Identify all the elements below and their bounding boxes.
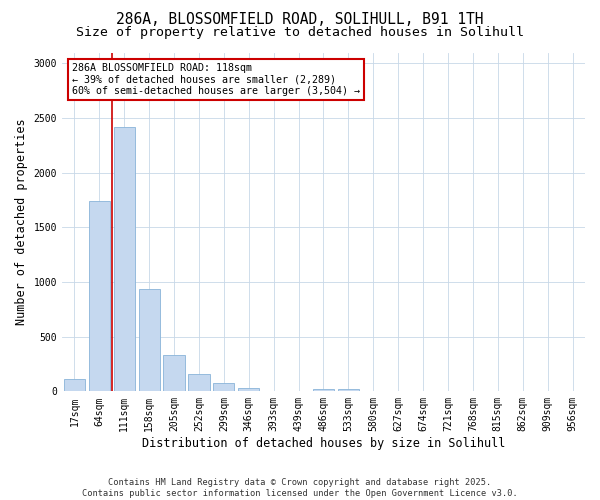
Y-axis label: Number of detached properties: Number of detached properties xyxy=(15,118,28,325)
Bar xyxy=(139,288,160,392)
X-axis label: Distribution of detached houses by size in Solihull: Distribution of detached houses by size … xyxy=(142,437,505,450)
Text: Size of property relative to detached houses in Solihull: Size of property relative to detached ho… xyxy=(76,26,524,39)
Text: Contains HM Land Registry data © Crown copyright and database right 2025.
Contai: Contains HM Land Registry data © Crown c… xyxy=(82,478,518,498)
Text: 286A, BLOSSOMFIELD ROAD, SOLIHULL, B91 1TH: 286A, BLOSSOMFIELD ROAD, SOLIHULL, B91 1… xyxy=(116,12,484,28)
Bar xyxy=(263,391,284,392)
Bar xyxy=(113,127,135,392)
Bar xyxy=(64,379,85,392)
Bar xyxy=(213,383,235,392)
Bar xyxy=(313,390,334,392)
Bar xyxy=(89,201,110,392)
Bar xyxy=(163,354,185,392)
Bar xyxy=(188,374,209,392)
Bar xyxy=(238,388,259,392)
Bar xyxy=(338,389,359,392)
Text: 286A BLOSSOMFIELD ROAD: 118sqm
← 39% of detached houses are smaller (2,289)
60% : 286A BLOSSOMFIELD ROAD: 118sqm ← 39% of … xyxy=(73,62,361,96)
